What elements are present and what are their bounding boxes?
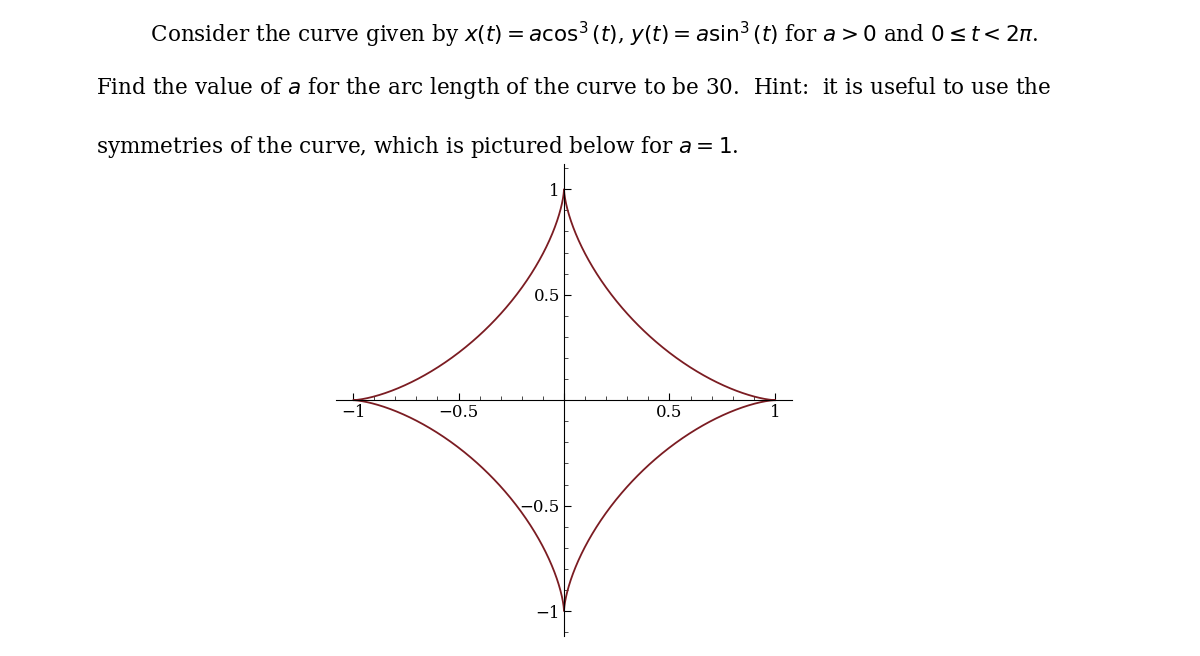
Text: Find the value of $a$ for the arc length of the curve to be 30.  Hint:  it is us: Find the value of $a$ for the arc length… bbox=[96, 75, 1051, 102]
Text: symmetries of the curve, which is pictured below for $a = 1$.: symmetries of the curve, which is pictur… bbox=[96, 134, 738, 161]
Text: Consider the curve given by $x(t) = a\cos^3(t)$, $y(t) = a\sin^3(t)$ for $a > 0$: Consider the curve given by $x(t) = a\co… bbox=[96, 20, 1038, 50]
